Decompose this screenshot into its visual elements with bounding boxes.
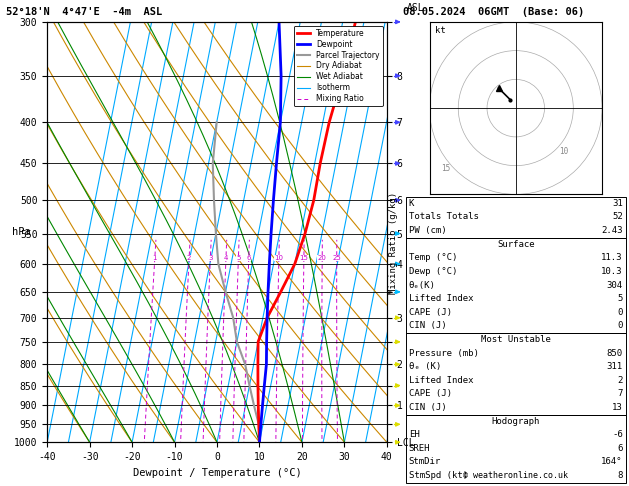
Text: Surface: Surface	[497, 240, 535, 249]
Text: 10: 10	[559, 147, 568, 156]
Text: 11.3: 11.3	[601, 253, 623, 262]
Text: Pressure (mb): Pressure (mb)	[409, 348, 479, 358]
Text: hPa: hPa	[13, 227, 31, 237]
Text: 25: 25	[332, 255, 341, 261]
Text: SREH: SREH	[409, 444, 430, 453]
Text: 5: 5	[617, 294, 623, 303]
Text: EH: EH	[409, 430, 420, 439]
Text: 31: 31	[612, 199, 623, 208]
Text: 3: 3	[208, 255, 213, 261]
Text: -6: -6	[612, 430, 623, 439]
Text: 7: 7	[617, 389, 623, 399]
Text: 6: 6	[617, 444, 623, 453]
Text: kt: kt	[435, 26, 446, 35]
Legend: Temperature, Dewpoint, Parcel Trajectory, Dry Adiabat, Wet Adiabat, Isotherm, Mi: Temperature, Dewpoint, Parcel Trajectory…	[294, 26, 383, 106]
Text: 6: 6	[247, 255, 251, 261]
Text: Totals Totals: Totals Totals	[409, 212, 479, 222]
Text: 5: 5	[237, 255, 240, 261]
Text: Temp (°C): Temp (°C)	[409, 253, 457, 262]
Text: StmDir: StmDir	[409, 457, 441, 467]
Text: 10.3: 10.3	[601, 267, 623, 276]
Text: CIN (J): CIN (J)	[409, 321, 447, 330]
Text: 2.43: 2.43	[601, 226, 623, 235]
Text: 52°18'N  4°47'E  -4m  ASL: 52°18'N 4°47'E -4m ASL	[6, 7, 162, 17]
Text: 08.05.2024  06GMT  (Base: 06): 08.05.2024 06GMT (Base: 06)	[403, 7, 584, 17]
X-axis label: Dewpoint / Temperature (°C): Dewpoint / Temperature (°C)	[133, 468, 301, 478]
Text: Lifted Index: Lifted Index	[409, 294, 474, 303]
Text: 4: 4	[224, 255, 228, 261]
Text: 2: 2	[187, 255, 191, 261]
Text: 311: 311	[606, 362, 623, 371]
Text: K: K	[409, 199, 415, 208]
Text: StmSpd (kt): StmSpd (kt)	[409, 471, 468, 480]
Text: CAPE (J): CAPE (J)	[409, 389, 452, 399]
Text: 52: 52	[612, 212, 623, 222]
Text: 304: 304	[606, 280, 623, 290]
Text: 0: 0	[617, 308, 623, 317]
Text: CAPE (J): CAPE (J)	[409, 308, 452, 317]
Text: Lifted Index: Lifted Index	[409, 376, 474, 385]
Text: 0: 0	[617, 321, 623, 330]
Text: Most Unstable: Most Unstable	[481, 335, 551, 344]
Text: 13: 13	[612, 403, 623, 412]
Text: 15: 15	[441, 164, 450, 174]
Text: km
ASL: km ASL	[407, 0, 425, 14]
Text: CIN (J): CIN (J)	[409, 403, 447, 412]
Text: θₑ(K): θₑ(K)	[409, 280, 436, 290]
Text: Hodograph: Hodograph	[492, 417, 540, 426]
Text: θₑ (K): θₑ (K)	[409, 362, 441, 371]
Text: 8: 8	[617, 471, 623, 480]
Text: 2: 2	[617, 376, 623, 385]
Text: PW (cm): PW (cm)	[409, 226, 447, 235]
Text: © weatheronline.co.uk: © weatheronline.co.uk	[464, 471, 568, 480]
Text: 850: 850	[606, 348, 623, 358]
Text: 1: 1	[153, 255, 157, 261]
Text: Dewp (°C): Dewp (°C)	[409, 267, 457, 276]
Text: Mixing Ratio (g/kg): Mixing Ratio (g/kg)	[389, 192, 398, 294]
Text: 10: 10	[274, 255, 284, 261]
Text: 20: 20	[318, 255, 326, 261]
Text: 164°: 164°	[601, 457, 623, 467]
Text: 15: 15	[299, 255, 308, 261]
